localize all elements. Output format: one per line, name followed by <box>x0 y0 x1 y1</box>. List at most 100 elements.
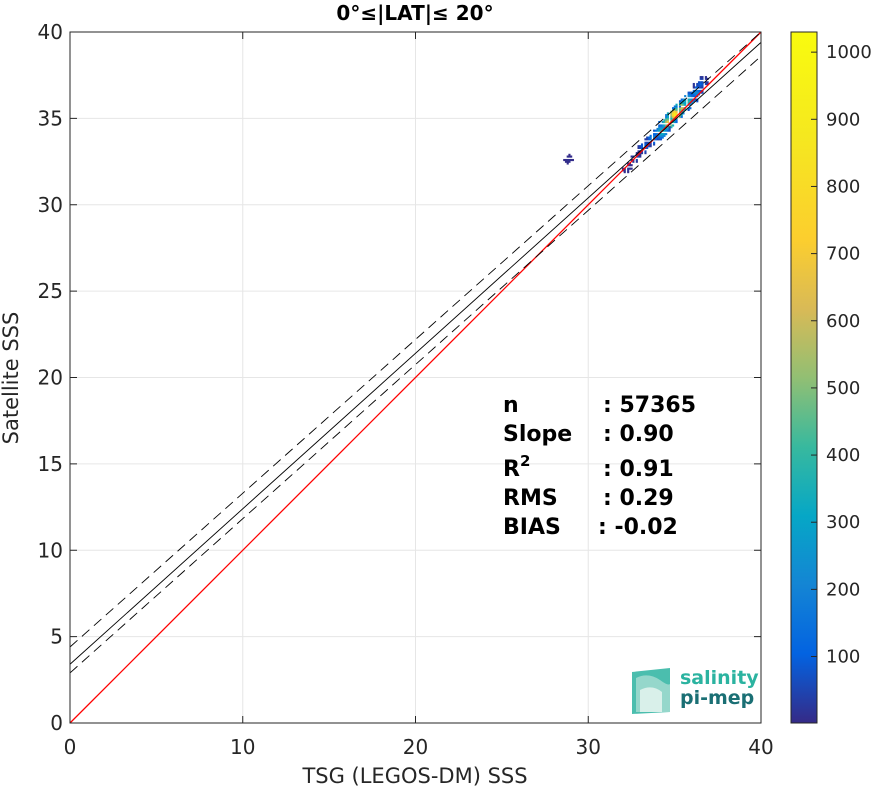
heatmap-cell <box>694 89 697 92</box>
heatmap-cell <box>637 150 640 153</box>
heatmap-cell <box>673 115 676 118</box>
heatmap-cell <box>656 136 659 139</box>
heatmap-cell <box>654 138 657 141</box>
heatmap-cell <box>661 136 664 139</box>
heatmap-cell <box>701 81 704 84</box>
x-tick-label: 20 <box>403 735 428 759</box>
heatmap-cell <box>678 107 682 110</box>
heatmap-cell <box>665 117 668 120</box>
colorbar-tick-label: 300 <box>826 512 860 533</box>
stat-r2-value: : 0.91 <box>603 457 674 482</box>
line-fit <box>69 42 762 665</box>
line-1-1 <box>69 31 762 724</box>
heatmap-cell <box>675 108 678 112</box>
heatmap-cell <box>663 120 666 124</box>
stat-slope-value: : 0.90 <box>603 422 674 447</box>
heatmap-cell <box>568 153 571 156</box>
heatmap-cell <box>701 77 704 80</box>
heatmap-cell <box>663 124 666 127</box>
heatmap-cell <box>678 103 682 106</box>
heatmap-cell <box>696 89 699 92</box>
y-tick-label: 40 <box>38 20 63 44</box>
heatmap-cell <box>644 138 647 141</box>
heatmap-cell <box>630 158 633 162</box>
stat-r2-label: R2 <box>503 452 530 482</box>
heatmap-cell <box>684 101 687 105</box>
heatmap-cell <box>692 82 695 86</box>
heatmap-cell <box>687 98 690 101</box>
y-tick-label: 25 <box>38 279 63 303</box>
heatmap-cell <box>661 120 664 124</box>
x-axis-ticks: 0 10 20 30 40 <box>64 32 774 759</box>
stat-n-value: : 57365 <box>603 393 696 418</box>
heatmap-cell <box>675 105 678 108</box>
heatmap-cell <box>699 86 702 89</box>
heatmap-cell <box>663 119 666 122</box>
heatmap-cell <box>649 143 652 146</box>
heatmap-cell <box>691 93 694 96</box>
heatmap-cell <box>666 112 669 115</box>
heatmap-cell <box>687 108 690 112</box>
heatmap-cell <box>692 93 695 96</box>
heatmap-cell <box>672 117 675 120</box>
y-axis-ticks: 0 5 10 15 20 25 30 35 40 <box>38 20 761 735</box>
heatmap-cell <box>630 167 633 170</box>
heatmap-cell <box>570 155 573 158</box>
heatmap-cell <box>663 126 666 129</box>
heatmap-cell <box>653 143 656 146</box>
heatmap-cell <box>647 136 650 139</box>
heatmap-cell <box>653 129 656 132</box>
heatmap-cell <box>699 82 702 86</box>
colorbar-tick-label: 100 <box>826 647 860 668</box>
heatmap-cell <box>696 82 699 86</box>
heatmap-cell <box>653 141 656 144</box>
heatmap-cell <box>568 158 571 162</box>
heatmap-cell <box>675 110 678 113</box>
stat-rms-label: RMS <box>503 486 558 511</box>
heatmap-cell <box>697 89 701 92</box>
logo-line-1: salinity <box>680 667 759 689</box>
heatmap-cell <box>678 100 682 103</box>
heatmap-cell <box>697 84 701 87</box>
heatmap-cell <box>672 107 675 110</box>
heatmap-cell <box>644 141 647 144</box>
heatmap-cell <box>663 134 666 137</box>
heatmap-cell <box>663 133 666 136</box>
heatmap-cell <box>691 95 694 98</box>
colorbar-tick-label: 200 <box>826 579 860 600</box>
heatmap-cell <box>570 158 573 162</box>
heatmap-cell <box>661 124 664 127</box>
heatmap-cell <box>635 158 638 162</box>
heatmap-cell <box>692 91 695 94</box>
heatmap-cell <box>687 101 690 105</box>
x-tick-label: 0 <box>64 735 77 759</box>
stats-box: n : 57365 Slope : 0.90 R2 : 0.91 RMS : 0… <box>503 393 696 540</box>
heatmap-cell <box>678 108 682 112</box>
heatmap-cell <box>653 134 656 137</box>
heatmap-cell <box>672 114 675 117</box>
heatmap-cell <box>658 124 661 127</box>
heatmap-cell <box>661 134 664 137</box>
heatmap-cell <box>694 91 697 94</box>
x-tick-label: 30 <box>576 735 601 759</box>
heatmap-cell <box>680 100 683 103</box>
heatmap-cell <box>678 105 682 108</box>
y-tick-label: 20 <box>38 366 63 390</box>
heatmap-cell <box>678 110 682 113</box>
heatmap-cell <box>658 134 661 137</box>
heatmap-cell <box>684 108 687 112</box>
heatmap-cell <box>568 155 571 158</box>
colorbar-tick-label: 500 <box>826 378 860 399</box>
heatmap-cell <box>692 89 695 92</box>
heatmap-cell <box>670 126 673 129</box>
regression-lines <box>69 31 762 724</box>
heatmap-cell <box>661 127 664 131</box>
heatmap-cell <box>659 124 663 127</box>
heatmap-cell <box>654 134 657 137</box>
heatmap-cell <box>666 117 669 120</box>
heatmap-cell <box>630 155 633 158</box>
heatmap-cell <box>647 145 650 148</box>
colorbar-tick-label: 700 <box>826 244 860 265</box>
colorbar-ticks: 100 200 300 400 500 600 700 800 900 1000 <box>811 42 872 668</box>
